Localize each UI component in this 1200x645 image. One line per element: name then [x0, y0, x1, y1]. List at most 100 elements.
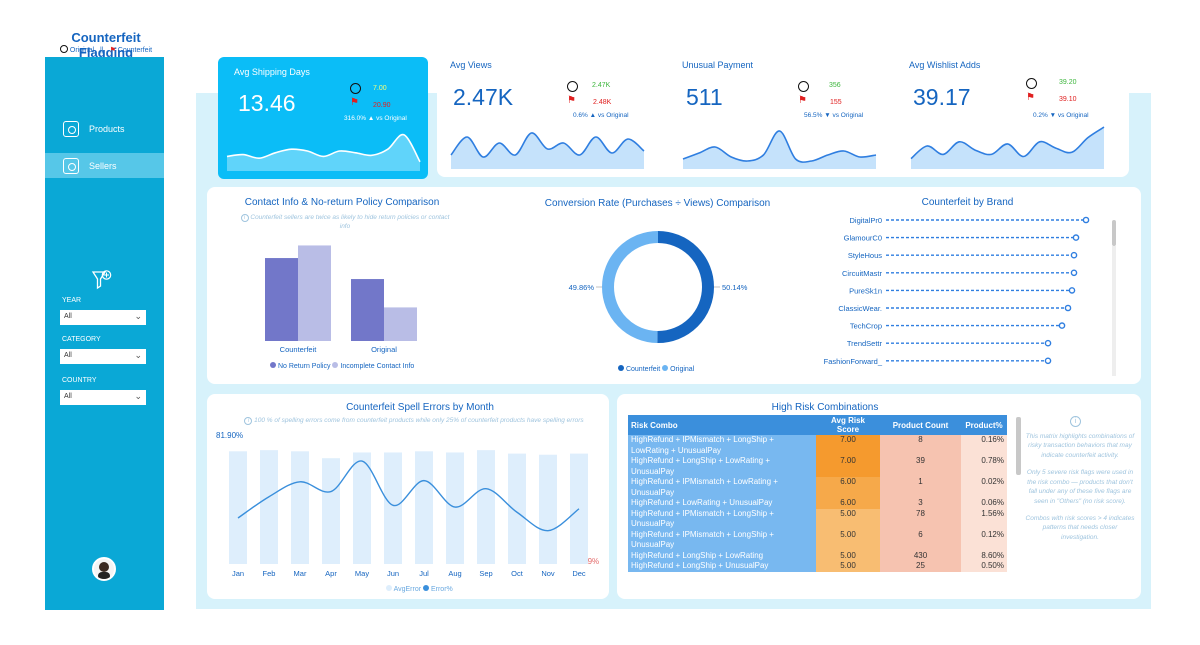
info-icon: i — [240, 214, 249, 222]
table-row[interactable]: HighRefund + LowRating + UnusualPay 6.00 3… — [628, 498, 1007, 509]
risk-score-cell: 7.00 — [816, 435, 880, 456]
brand-scroll-track[interactable] — [1112, 246, 1116, 376]
kpi-sparkline — [226, 133, 421, 171]
avg-error-bar — [446, 452, 464, 564]
brand-dot — [1072, 234, 1080, 241]
original-check-icon — [798, 81, 809, 92]
contact-bar-chart: Counterfeit Original — [265, 245, 417, 354]
table-row[interactable]: HighRefund + LongShip + LowRating + Unus… — [628, 456, 1007, 477]
table-row[interactable]: HighRefund + IPMismatch + LowRating + Un… — [628, 477, 1007, 498]
kpi-delta-vs: vs Original — [832, 112, 864, 119]
product-count-cell: 8 — [880, 435, 961, 456]
nav-item-sellers[interactable]: Sellers — [45, 153, 164, 178]
column-header[interactable]: Product% — [961, 415, 1007, 435]
risk-note: This matrix highlights combinations of r… — [1025, 432, 1135, 542]
kpi-value: 13.46 — [238, 90, 296, 116]
chevron-down-icon: ⌄ — [134, 391, 142, 401]
kpi-original-value: 39.20 — [1059, 79, 1077, 86]
chevron-down-icon: ⌄ — [134, 350, 142, 360]
product-count-cell: 430 — [880, 550, 961, 561]
table-row[interactable]: HighRefund + LongShip + LowRating 5.00 430… — [628, 550, 1007, 561]
legend-swatch — [423, 585, 430, 591]
table-row[interactable]: HighRefund + IPMismatch + LongShip + Unu… — [628, 508, 1007, 530]
counterfeit-flag-icon: ⚑ — [1026, 92, 1035, 103]
kpi-label: Avg Shipping Days — [234, 67, 310, 77]
month-tick-label: Jun — [387, 569, 399, 578]
sellers-icon — [63, 157, 79, 174]
risk-table-body: HighRefund + IPMismatch + LongShip + Low… — [628, 435, 1007, 572]
legend-swatch — [270, 362, 276, 368]
conversion-donut-chart: 50.14% 49.86% — [569, 231, 748, 343]
kpi-original-value: 356 — [829, 82, 841, 89]
sparkline-line — [450, 132, 645, 158]
kpi-delta-value: 0.6% — [573, 112, 588, 119]
nav-item-products[interactable]: Products — [45, 116, 164, 141]
sparkline-line — [682, 130, 877, 163]
sparkline-line — [226, 133, 421, 163]
risk-combo-cell: HighRefund + LongShip + LowRating — [628, 550, 816, 561]
info-icon: i — [244, 417, 253, 425]
product-pct-cell: 0.12% — [961, 529, 1007, 551]
table-row[interactable]: HighRefund + LongShip + UnusualPay 5.00 25… — [628, 561, 1007, 572]
brand-dot — [1058, 322, 1066, 329]
filter-icon[interactable] — [91, 269, 113, 291]
avg-error-bar — [570, 453, 588, 564]
kpi-card-shipping[interactable]: Avg Shipping Days 13.46 7.00 ⚑ 20.90 316… — [218, 57, 428, 179]
legend-label: AvgError — [393, 586, 422, 593]
column-header[interactable]: Avg Risk Score — [816, 415, 880, 435]
product-pct-cell: 0.02% — [961, 477, 1007, 498]
app-title: Counterfeit Flagging — [71, 30, 141, 60]
product-pct-cell: 0.50% — [961, 561, 1007, 572]
risk-score-cell: 5.00 — [816, 561, 880, 572]
product-pct-cell: 0.78% — [961, 456, 1007, 477]
country-select-value: All — [64, 393, 72, 400]
kpi-original-value: 2.47K — [592, 82, 611, 89]
country-select[interactable]: All ⌄ — [60, 390, 146, 405]
kpi-delta: 0.6% ▲ vs Original — [573, 112, 629, 119]
product-pct-cell: 1.56% — [961, 508, 1007, 530]
product-pct-cell: 0.16% — [961, 435, 1007, 456]
year-select[interactable]: All ⌄ — [60, 310, 146, 325]
month-tick-label: Oct — [511, 569, 524, 578]
brand-label: DigitalPr0 — [849, 216, 882, 225]
column-header[interactable]: Product Count — [880, 415, 961, 435]
risk-table-viewport[interactable]: Risk Combo Avg Risk Score Product Count … — [628, 415, 1007, 582]
kpi-delta-vs: vs Original — [376, 115, 407, 122]
table-row[interactable]: HighRefund + IPMismatch + LongShip + Low… — [628, 435, 1007, 456]
filter-label-category: CATEGORY — [62, 336, 101, 343]
column-header[interactable]: Risk Combo — [628, 415, 816, 435]
original-check-icon — [1026, 78, 1037, 89]
header-legend: Original || ⚑ Counterfeit — [44, 45, 168, 54]
kpi-card-wishlist[interactable]: Avg Wishlist Adds 39.17 39.20 ⚑ 39.10 0.… — [899, 57, 1119, 175]
risk-score-cell: 6.00 — [816, 498, 880, 509]
risk-combo-cell: HighRefund + IPMismatch + LongShip + Unu… — [628, 529, 816, 551]
spell-chart-note: i 100 % of spelling errors come from cou… — [225, 416, 603, 425]
legend-swatch — [662, 365, 669, 371]
kpi-card-views[interactable]: Avg Views 2.47K 2.47K ⚑ 2.48K 0.6% ▲ vs … — [440, 57, 660, 175]
risk-table: Risk Combo Avg Risk Score Product Count … — [628, 415, 1007, 572]
risk-table-scrollbar[interactable] — [1016, 417, 1021, 475]
conversion-chart-title: Conversion Rate (Purchases ÷ Views) Comp… — [544, 198, 771, 209]
table-row[interactable]: HighRefund + IPMismatch + LongShip + Unu… — [628, 529, 1007, 551]
brand-label: CircuitMastr — [842, 269, 883, 278]
kpi-value: 2.47K — [453, 84, 514, 110]
brand-scrollbar[interactable] — [1112, 220, 1116, 246]
legend-label: Error% — [430, 586, 453, 593]
brand-dot — [1044, 357, 1052, 365]
risk-combo-cell: HighRefund + IPMismatch + LongShip + Unu… — [628, 508, 816, 530]
kpi-delta: 56.5% ▼ vs Original — [804, 112, 863, 119]
product-count-cell: 1 — [880, 477, 961, 498]
avatar[interactable] — [92, 557, 116, 581]
info-icon[interactable]: i — [1070, 416, 1081, 427]
product-count-cell: 78 — [880, 508, 961, 530]
donut-legend: Counterfeit Original — [618, 365, 694, 373]
kpi-counterfeit-value: 155 — [830, 99, 842, 106]
sparkline-area — [911, 127, 1104, 169]
kpi-card-unusual-payment[interactable]: Unusual Payment 511 356 ⚑ 155 56.5% ▼ vs… — [672, 57, 892, 175]
avg-error-bar — [477, 450, 495, 564]
kpi-delta: 316.0% ▲ vs Original — [344, 115, 407, 122]
table-header-row: Risk Combo Avg Risk Score Product Count … — [628, 415, 1007, 435]
avg-error-bar — [539, 454, 557, 564]
category-select[interactable]: All ⌄ — [60, 349, 146, 364]
kpi-delta-vs: vs Original — [597, 112, 629, 119]
